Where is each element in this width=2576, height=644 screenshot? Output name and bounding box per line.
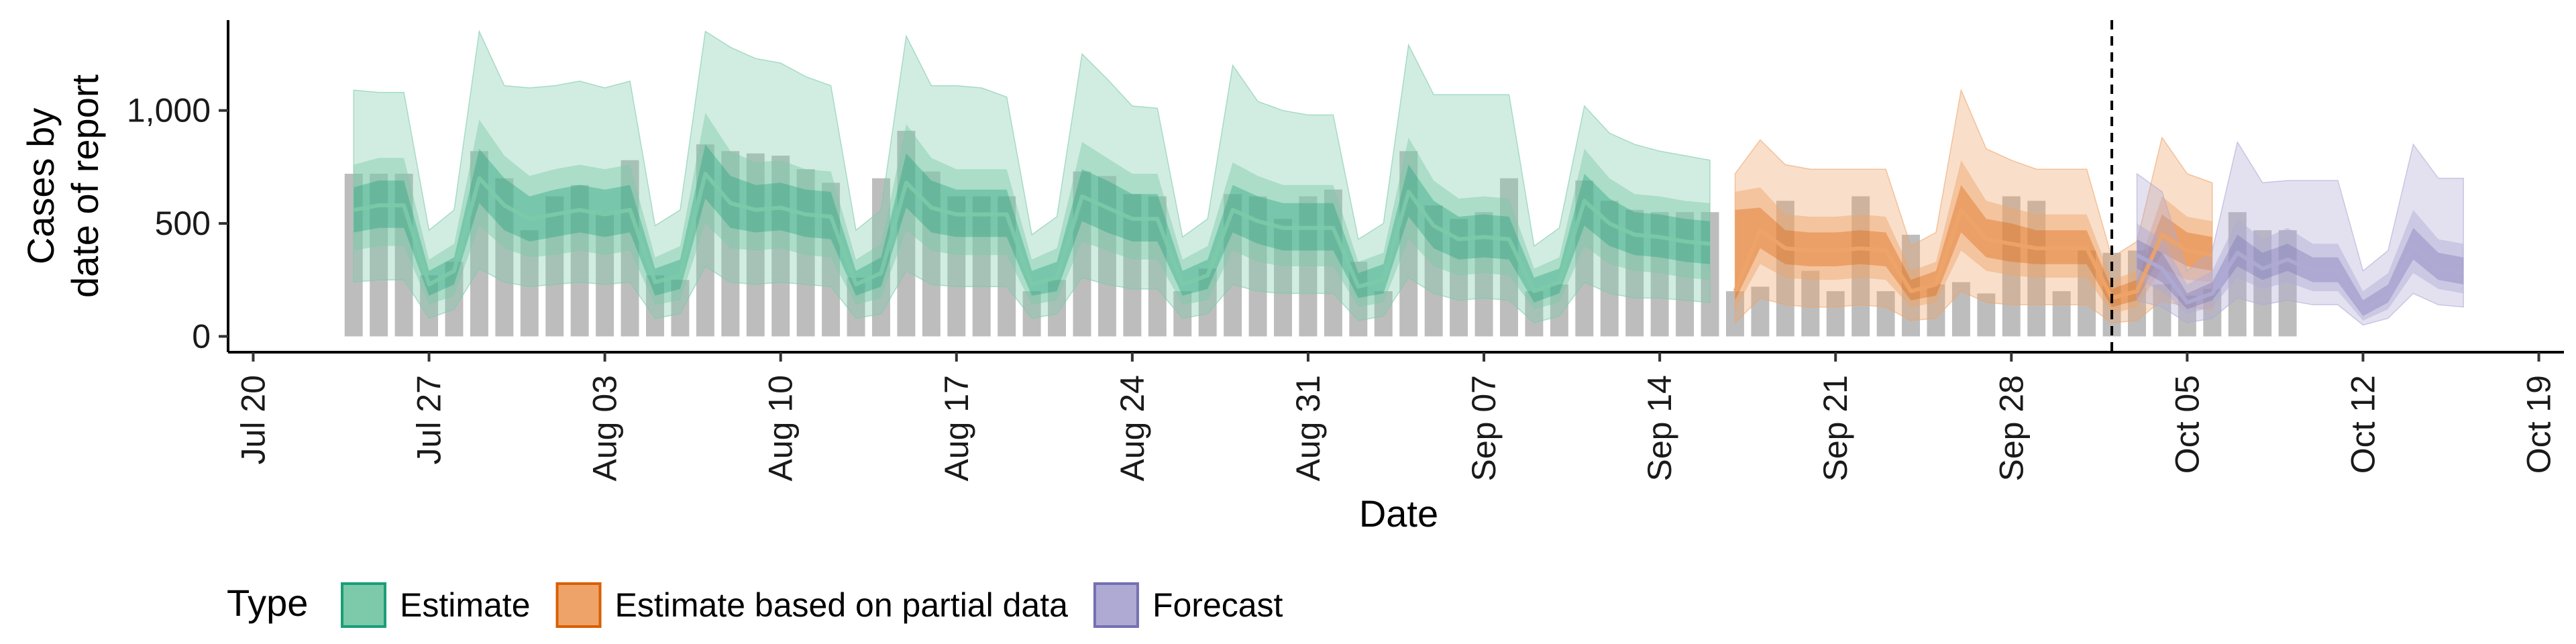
report-bar: [1399, 151, 1418, 337]
report-bar: [1048, 280, 1067, 337]
report-bar: [1374, 291, 1393, 337]
report-bar: [1324, 189, 1342, 337]
report-bar: [1801, 270, 1820, 337]
report-bar: [1299, 196, 1318, 337]
x-tick-label: Oct 05: [2168, 375, 2206, 474]
estimate-legend-key: [341, 582, 386, 628]
report-bar: [646, 275, 664, 337]
axes-layer: 0 500 1,000 Jul 20 Jul 27 Aug 03 Aug 10 Aug 17 A…: [127, 20, 2564, 481]
report-bar: [1274, 219, 1292, 337]
report-bar: [721, 151, 740, 337]
x-tick-label: Sep 14: [1641, 375, 1678, 481]
report-bar: [771, 156, 790, 337]
y-tick-label: 1,000: [127, 92, 211, 129]
x-tick-label: Aug 17: [938, 375, 975, 481]
report-bar: [621, 160, 639, 337]
report-bar: [1751, 286, 1770, 337]
report-bar: [2253, 230, 2272, 337]
report-bar: [1776, 201, 1794, 337]
estimate-legend-label: Estimate: [400, 586, 531, 624]
median-lines-layer: [353, 172, 2464, 311]
report-bar: [671, 280, 690, 337]
report-bar: [847, 277, 865, 337]
estimate-inner-ribbon: [354, 144, 1711, 303]
report-bar: [1525, 291, 1544, 337]
report-bar: [1851, 196, 1870, 337]
x-tick-label: Oct 19: [2520, 375, 2558, 474]
report-bar: [1676, 212, 1695, 337]
report-bar: [2002, 196, 2021, 337]
forecast-inner-ribbon: [2137, 227, 2464, 317]
x-tick-label: Jul 20: [234, 375, 272, 464]
legend: Type Estimate Estimate based on partial d…: [227, 582, 1283, 628]
y-tick-label: 0: [192, 317, 211, 355]
report-bar: [520, 230, 539, 337]
report-bar: [2228, 212, 2247, 337]
forecast-legend-label: Forecast: [1152, 586, 1283, 624]
report-bar: [796, 169, 815, 337]
partial-inner-ribbon: [1735, 184, 2212, 307]
report-bar: [1876, 291, 1895, 337]
x-tick-label: Sep 28: [1992, 375, 2030, 481]
x-tick-label: Jul 27: [411, 375, 448, 464]
partial-legend-label: Estimate based on partial data: [615, 586, 1069, 624]
report-bar: [2052, 291, 2071, 337]
report-bars-layer: [344, 131, 2297, 337]
report-bar: [1650, 212, 1669, 337]
report-bar: [394, 173, 413, 337]
legend-title: Type: [227, 582, 308, 624]
estimate-mid-ribbon: [354, 113, 1711, 309]
x-tick-label: Aug 24: [1114, 375, 1151, 481]
report-bar: [1977, 293, 1996, 337]
forecast-median-line: [2136, 244, 2464, 311]
x-tick-label: Aug 10: [762, 375, 800, 481]
partial-legend-key: [555, 582, 602, 628]
report-bar: [1474, 212, 1493, 337]
partial-median-line: [1733, 207, 2213, 301]
report-bar: [897, 131, 916, 337]
report-bar: [822, 182, 841, 337]
report-bar: [1500, 178, 1518, 337]
report-bar: [746, 153, 765, 337]
report-bar: [2027, 201, 2046, 337]
report-bar: [1826, 291, 1845, 337]
x-tick-label: Aug 03: [586, 375, 624, 481]
report-bar: [1173, 291, 1192, 337]
report-bar: [370, 173, 388, 337]
x-axis-title: Date: [1359, 492, 1438, 535]
x-tick-label: Oct 12: [2344, 375, 2381, 474]
y-tick-label: 500: [155, 205, 211, 242]
report-bar: [1022, 291, 1041, 337]
report-bar: [1198, 268, 1217, 337]
estimate-median-line: [353, 172, 1711, 294]
y-axis-title-line-2: date of report: [64, 74, 106, 299]
report-bar: [545, 196, 564, 337]
report-bar: [596, 212, 614, 337]
partial-mid-ribbon: [1735, 160, 2212, 314]
y-axis-title-line-1: Cases by: [19, 108, 62, 264]
forecast-legend-key: [1093, 582, 1139, 628]
report-bar: [1224, 194, 1242, 337]
report-bar: [2278, 230, 2297, 337]
report-bar: [2078, 250, 2096, 337]
x-tick-label: Sep 07: [1465, 375, 1503, 481]
report-bar: [1550, 284, 1568, 337]
x-tick-label: Aug 31: [1289, 375, 1327, 481]
report-bar: [1902, 234, 1921, 337]
report-bar: [947, 196, 966, 337]
x-tick-label: Sep 21: [1817, 375, 1854, 481]
estimate-outer-ribbon: [353, 30, 1711, 324]
forecast-outer-ribbon: [2136, 140, 2464, 326]
report-bar: [972, 196, 991, 337]
report-bar: [1927, 284, 1945, 337]
